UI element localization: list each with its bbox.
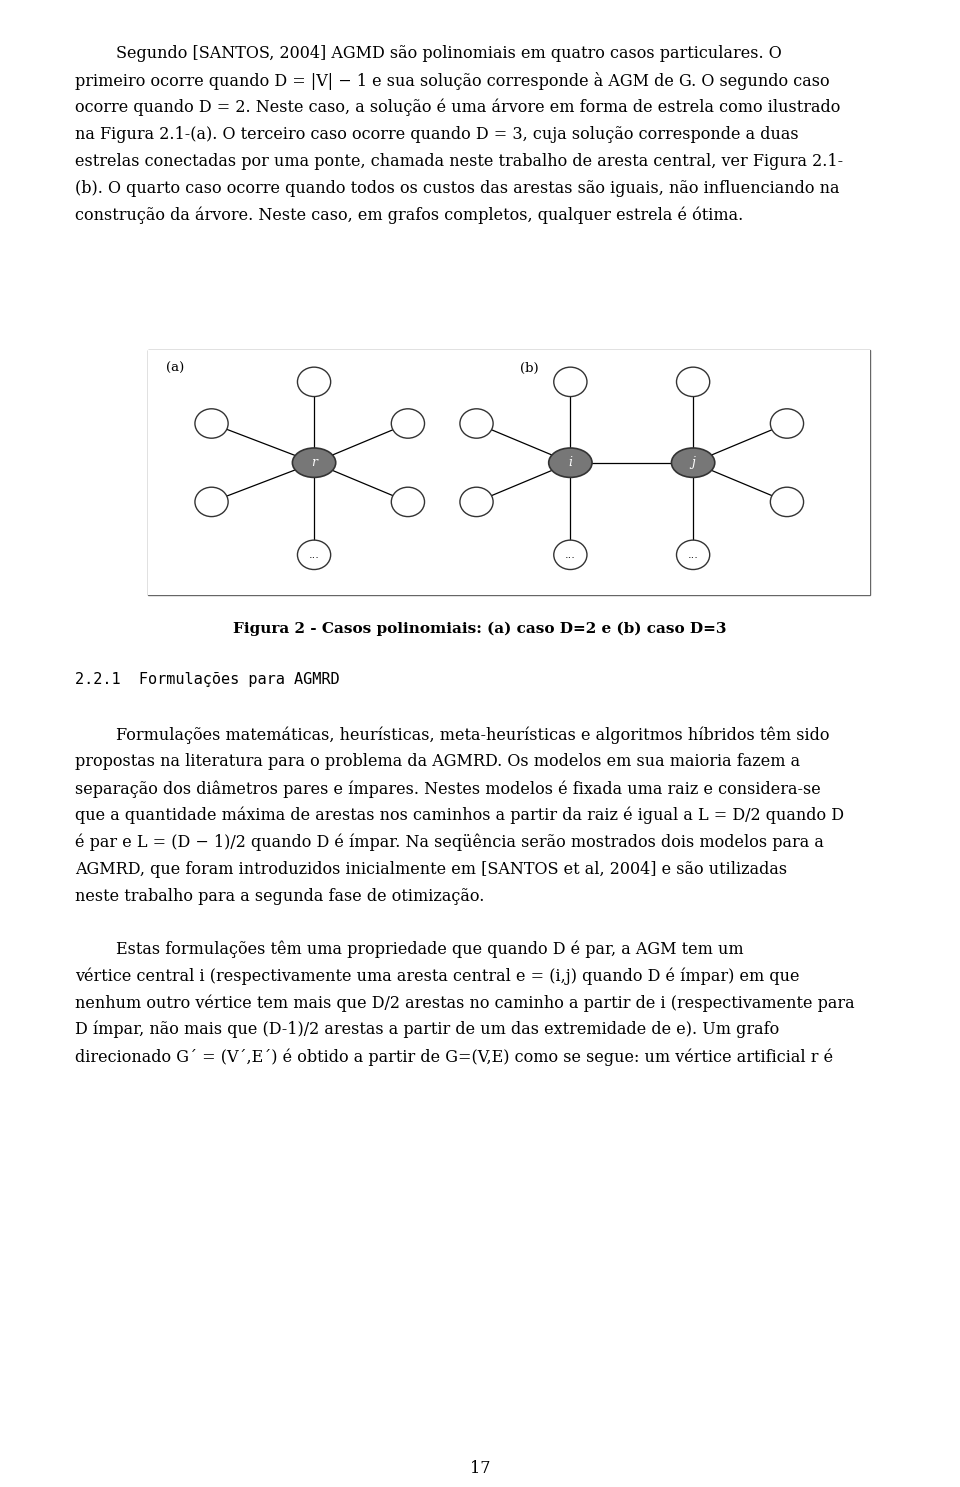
Text: propostas na literatura para o problema da AGMRD. Os modelos em sua maioria faze: propostas na literatura para o problema … [75, 752, 800, 770]
Text: 2.2.1  Formulações para AGMRD: 2.2.1 Formulações para AGMRD [75, 672, 340, 687]
Text: que a quantidade máxima de arestas nos caminhos a partir da raiz é igual a L = D: que a quantidade máxima de arestas nos c… [75, 807, 844, 824]
Text: Estas formulações têm uma propriedade que quando D é par, a AGM tem um: Estas formulações têm uma propriedade qu… [75, 940, 744, 958]
Text: (a): (a) [166, 363, 184, 375]
Text: primeiro ocorre quando D = |V| − 1 e sua solução corresponde à AGM de G. O segun: primeiro ocorre quando D = |V| − 1 e sua… [75, 71, 829, 91]
Text: estrelas conectadas por uma ponte, chamada neste trabalho de aresta central, ver: estrelas conectadas por uma ponte, chama… [75, 153, 843, 170]
Text: ...: ... [687, 550, 699, 559]
Ellipse shape [460, 488, 493, 516]
Ellipse shape [392, 488, 424, 516]
Text: Formulações matemáticas, heurísticas, meta-heurísticas e algoritmos híbridos têm: Formulações matemáticas, heurísticas, me… [75, 726, 829, 744]
Text: r: r [311, 457, 317, 470]
Ellipse shape [298, 367, 330, 397]
Text: AGMRD, que foram introduzidos inicialmente em [SANTOS et al, 2004] e são utiliza: AGMRD, que foram introduzidos inicialmen… [75, 861, 787, 877]
Text: Figura 2 - Casos polinomiais: (a) caso D=2 e (b) caso D=3: Figura 2 - Casos polinomiais: (a) caso D… [233, 622, 727, 636]
Ellipse shape [554, 367, 587, 397]
Text: construção da árvore. Neste caso, em grafos completos, qualquer estrela é ótima.: construção da árvore. Neste caso, em gra… [75, 207, 743, 225]
Ellipse shape [392, 409, 424, 439]
Ellipse shape [195, 409, 228, 439]
Ellipse shape [549, 448, 592, 477]
Text: ...: ... [564, 550, 576, 559]
Text: na Figura 2.1-(a). O terceiro caso ocorre quando D = 3, cuja solução corresponde: na Figura 2.1-(a). O terceiro caso ocorr… [75, 126, 799, 143]
Ellipse shape [460, 409, 493, 439]
Ellipse shape [677, 540, 709, 570]
Text: j: j [691, 457, 695, 470]
Text: D ímpar, não mais que (D-1)/2 arestas a partir de um das extremidade de e). Um g: D ímpar, não mais que (D-1)/2 arestas a … [75, 1022, 780, 1038]
Text: nenhum outro vértice tem mais que D/2 arestas no caminho a partir de i (respecti: nenhum outro vértice tem mais que D/2 ar… [75, 993, 854, 1011]
Text: 17: 17 [469, 1460, 491, 1477]
Ellipse shape [293, 448, 336, 477]
Text: neste trabalho para a segunda fase de otimização.: neste trabalho para a segunda fase de ot… [75, 888, 485, 906]
Text: separação dos diâmetros pares e ímpares. Nestes modelos é fixada uma raiz e cons: separação dos diâmetros pares e ímpares.… [75, 781, 821, 797]
Ellipse shape [677, 367, 709, 397]
Text: ...: ... [308, 550, 320, 559]
Ellipse shape [195, 488, 228, 516]
Bar [148, 349, 870, 595]
Text: Segundo [SANTOS, 2004] AGMD são polinomiais em quatro casos particulares. O: Segundo [SANTOS, 2004] AGMD são polinomi… [75, 45, 781, 62]
Ellipse shape [770, 488, 804, 516]
Text: (b). O quarto caso ocorre quando todos os custos das arestas são iguais, não inf: (b). O quarto caso ocorre quando todos o… [75, 180, 839, 196]
Ellipse shape [554, 540, 587, 570]
Text: (b): (b) [519, 363, 539, 375]
Text: é par e L = (D − 1)/2 quando D é ímpar. Na seqüência serão mostrados dois modelo: é par e L = (D − 1)/2 quando D é ímpar. … [75, 834, 824, 852]
Ellipse shape [298, 540, 330, 570]
Text: vértice central i (respectivamente uma aresta central e = (i,j) quando D é ímpar: vértice central i (respectivamente uma a… [75, 967, 800, 984]
Text: i: i [568, 457, 572, 470]
Text: ocorre quando D = 2. Neste caso, a solução é uma árvore em forma de estrela como: ocorre quando D = 2. Neste caso, a soluç… [75, 100, 840, 116]
Ellipse shape [671, 448, 715, 477]
Ellipse shape [770, 409, 804, 439]
Text: direcionado G´ = (V´,E´) é obtido a partir de G=(V,E) como se segue: um vértice : direcionado G´ = (V´,E´) é obtido a part… [75, 1048, 833, 1066]
